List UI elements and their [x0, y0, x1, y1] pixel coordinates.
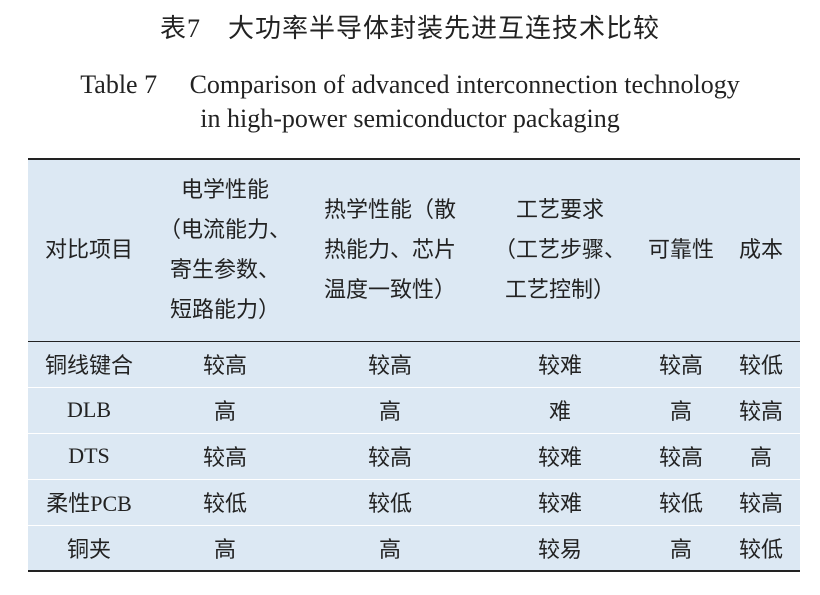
- column-header: 电学性能 （电流能力、 寄生参数、短路能力）: [150, 159, 300, 341]
- table-body: 铜线键合 较高 较高 较难 较高 较低 DLB 高高难高较高 DTS 较高 较高 较难 较高高柔性PCB…: [28, 341, 800, 571]
- table-cell: 高: [213, 536, 236, 562]
- table-row: 铜夹 高 高 较易 高 较低: [28, 525, 800, 571]
- table-cell: 较难: [537, 491, 582, 516]
- table-cell: 较高: [738, 491, 783, 516]
- header-line: （电流能力、: [158, 217, 291, 243]
- table-cell: 较高: [367, 445, 412, 470]
- comparison-table: 对比项目 电学性能 （电流能力、 寄生参数、短路能力） 热学性能（散 热能力、芯片 温度一致…: [28, 158, 800, 572]
- title-cn: 表7 大功率半导体封装先进互连技术比较: [159, 14, 660, 43]
- header-line: 工艺要求: [515, 197, 604, 223]
- table-row: DTS 较高 较高 较难 较高 高: [28, 433, 800, 479]
- column-header: 可靠性: [640, 159, 722, 341]
- table-cell: 较低: [738, 536, 783, 562]
- table-row: 铜线键合 较高 较高 较难 较高 较低: [28, 341, 800, 387]
- row-label: 铜线键合: [44, 353, 133, 378]
- table-cell: 高: [669, 399, 692, 424]
- table-header: 对比项目 电学性能 （电流能力、 寄生参数、短路能力） 热学性能（散 热能力、芯片 温度一致…: [28, 159, 800, 341]
- table-cell: 较高: [367, 353, 412, 378]
- header-line: 对比项目: [44, 237, 133, 263]
- table-cell: 高: [213, 399, 236, 424]
- column-header: 成本: [722, 159, 800, 341]
- table-cell: 较高: [658, 445, 703, 470]
- row-label: DTS: [68, 443, 110, 468]
- table-cell: 较低: [658, 491, 703, 516]
- table-cell: 较高: [202, 445, 247, 470]
- header-line: 成本: [738, 237, 783, 263]
- table-cell: 高: [378, 399, 401, 424]
- header-line: 热学性能（散: [323, 197, 456, 223]
- title-en: in high-power semiconductor packaging: [200, 104, 620, 133]
- row-label: 柔性PCB: [46, 491, 132, 516]
- table-cell: 高: [669, 536, 692, 562]
- header-line: 温度一致性）: [323, 277, 456, 303]
- header-line: 电学性能: [180, 177, 269, 203]
- header-line: 工艺控制）: [504, 277, 615, 303]
- table-cell: 较难: [537, 445, 582, 470]
- row-label: DLB: [67, 397, 111, 422]
- header-line: （工艺步骤、: [493, 237, 626, 263]
- header-line: 热能力、芯片: [323, 237, 456, 263]
- table-row: 柔性PCB 较低 较低 较难 较低 较高: [28, 479, 800, 525]
- column-header: 对比项目: [28, 159, 150, 341]
- table-cell: 较高: [202, 353, 247, 378]
- header-line: 短路能力）: [169, 297, 280, 323]
- column-header: 工艺要求 （工艺步骤、 工艺控制）: [480, 159, 640, 341]
- table-cell: 难: [548, 399, 571, 424]
- table-cell: 高: [378, 536, 401, 562]
- table-cell: 较低: [202, 491, 247, 516]
- row-label: 铜夹: [66, 536, 111, 562]
- header-line: 可靠性: [647, 237, 714, 263]
- table-cell: 较难: [537, 353, 582, 378]
- table-cell: 较高: [658, 353, 703, 378]
- title-en: Table 7 Comparison of advanced interconn…: [80, 70, 740, 99]
- table-cell: 较高: [738, 399, 783, 424]
- header-row: 对比项目 电学性能 （电流能力、 寄生参数、短路能力） 热学性能（散 热能力、芯片 温度一致…: [28, 159, 800, 341]
- table-cell: 较低: [738, 353, 783, 378]
- table-cell: 较易: [537, 536, 582, 562]
- header-line: 寄生参数、: [169, 257, 280, 283]
- column-header: 热学性能（散 热能力、芯片 温度一致性）: [300, 159, 480, 341]
- table-row: DLB 高 高 难 高 较高: [28, 387, 800, 433]
- table-cell: 高: [749, 445, 772, 470]
- table-cell: 较低: [367, 491, 412, 516]
